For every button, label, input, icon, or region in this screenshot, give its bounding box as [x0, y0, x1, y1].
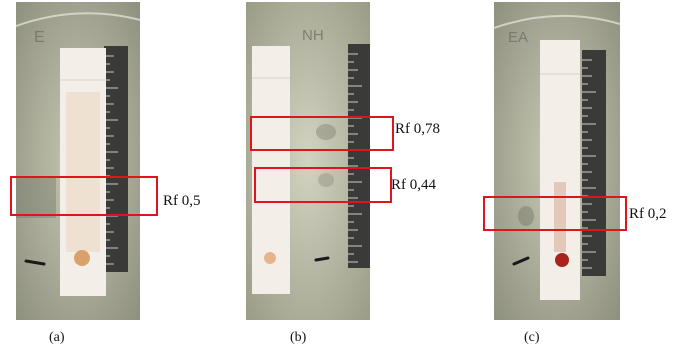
rf-label-b-lower: Rf 0,44 [391, 177, 436, 193]
sample-spot-b [264, 252, 276, 264]
caption-a: (a) [49, 330, 65, 345]
sample-spot-c [555, 253, 569, 267]
photo-panel-b: NH [246, 2, 370, 320]
plate-handwriting-c: EA [508, 29, 528, 46]
rf-label-b-upper: Rf 0,78 [395, 121, 440, 137]
rf-label-a: Rf 0,5 [163, 193, 201, 209]
tlc-plate-photo-b: NH [246, 2, 370, 320]
rf-label-c: Rf 0,2 [629, 206, 667, 222]
plate-handwriting-b: NH [302, 27, 324, 44]
tlc-plate-photo-c: EA [494, 2, 620, 320]
rf-highlight-box-a [10, 176, 158, 216]
plate-handwriting-a: E [34, 29, 45, 46]
caption-b: (b) [290, 330, 307, 345]
rf-highlight-box-c [483, 196, 627, 231]
photo-panel-a: E [16, 2, 140, 320]
tlc-plate-photo-a: E [16, 2, 140, 320]
rf-highlight-box-b-upper [250, 116, 394, 151]
rf-highlight-box-b-lower [254, 167, 392, 203]
photo-panel-c: EA [494, 2, 620, 320]
sample-spot-a [74, 250, 90, 266]
caption-c: (c) [524, 330, 540, 345]
